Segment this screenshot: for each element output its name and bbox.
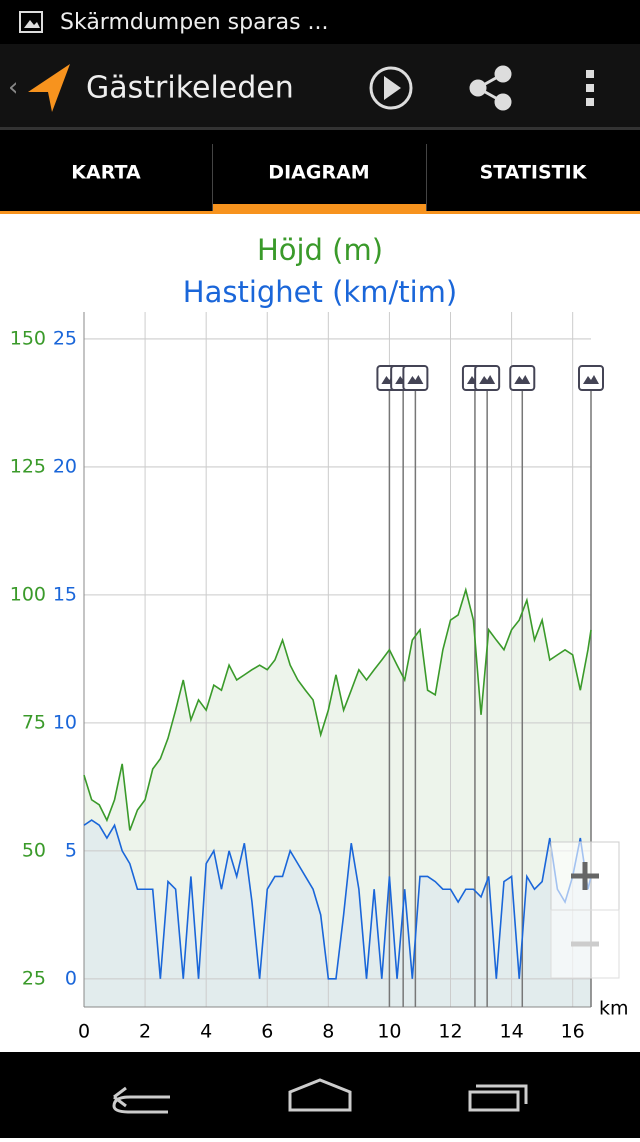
- photo-marker-art: [583, 375, 599, 384]
- tab-divider: [212, 144, 213, 212]
- overflow-menu[interactable]: [586, 70, 594, 106]
- app-title: Gästrikeleden: [86, 71, 294, 106]
- y-tick-label: 25: [22, 967, 46, 989]
- y-tick-label: 125: [10, 456, 46, 478]
- x-tick-label: 4: [200, 1021, 212, 1043]
- notification-text: Skärmdumpen sparas ...: [60, 10, 329, 35]
- photo-marker-art: [479, 375, 496, 384]
- x-tick-label: 12: [438, 1021, 462, 1043]
- photo-marker-art: [514, 375, 531, 384]
- back-button[interactable]: [112, 1086, 170, 1114]
- photo-marker-icon: [474, 365, 501, 391]
- y2-tick-label: 0: [65, 967, 77, 989]
- up-caret[interactable]: ‹: [8, 73, 18, 103]
- y2-tick-label: 25: [53, 327, 77, 349]
- tab[interactable]: DIAGRAM: [268, 162, 369, 184]
- area-fill: [84, 820, 591, 1007]
- zoom-in-icon: [571, 862, 599, 890]
- app-bar-divider: [0, 127, 640, 130]
- app-icon[interactable]: [28, 64, 70, 112]
- y-tick-label: 150: [10, 328, 46, 350]
- screenshot-icon: [19, 11, 43, 33]
- app-bar: [0, 44, 640, 128]
- legend-title: Höjd (m): [257, 233, 383, 267]
- zoom-controls: [550, 841, 620, 979]
- x-axis-label: km: [599, 998, 629, 1020]
- x-tick-label: 16: [561, 1021, 585, 1043]
- x-tick-label: 10: [377, 1021, 401, 1043]
- x-tick-label: 8: [322, 1021, 334, 1043]
- x-tick-label: 0: [78, 1021, 90, 1043]
- status-bar: [0, 0, 640, 44]
- chart: Höjd (m)Hastighet (km/tim)25507510012515…: [10, 233, 629, 1043]
- tab-divider: [426, 144, 427, 212]
- y2-tick-label: 20: [53, 455, 77, 477]
- x-tick-label: 2: [139, 1021, 151, 1043]
- y-tick-label: 50: [22, 839, 46, 861]
- y2-tick-label: 10: [53, 711, 77, 733]
- legend-title: Hastighet (km/tim): [183, 275, 457, 309]
- share-button[interactable]: [469, 65, 512, 111]
- photo-marker-icon: [402, 365, 429, 391]
- photo-marker-icon: [578, 365, 604, 391]
- play-button[interactable]: [369, 66, 413, 110]
- screenshot-icon-art: [24, 20, 40, 28]
- tab-bar: [0, 130, 640, 212]
- y2-tick-label: 15: [53, 583, 77, 605]
- tab[interactable]: STATISTIK: [480, 162, 588, 184]
- x-tick-label: 6: [261, 1021, 273, 1043]
- home-button[interactable]: [288, 1078, 352, 1112]
- tab[interactable]: KARTA: [71, 162, 141, 184]
- selected-tab-indicator: [213, 204, 426, 214]
- y-tick-label: 75: [22, 711, 46, 733]
- y2-tick-label: 5: [65, 839, 77, 861]
- series-line: [83, 819, 592, 980]
- nav-bar: [0, 1052, 640, 1138]
- y-tick-label: 100: [10, 584, 46, 606]
- series-line: [83, 586, 592, 831]
- recents-button[interactable]: [468, 1084, 528, 1112]
- photo-marker-art: [407, 375, 424, 384]
- photo-marker-icon: [509, 365, 536, 391]
- x-tick-label: 14: [499, 1021, 523, 1043]
